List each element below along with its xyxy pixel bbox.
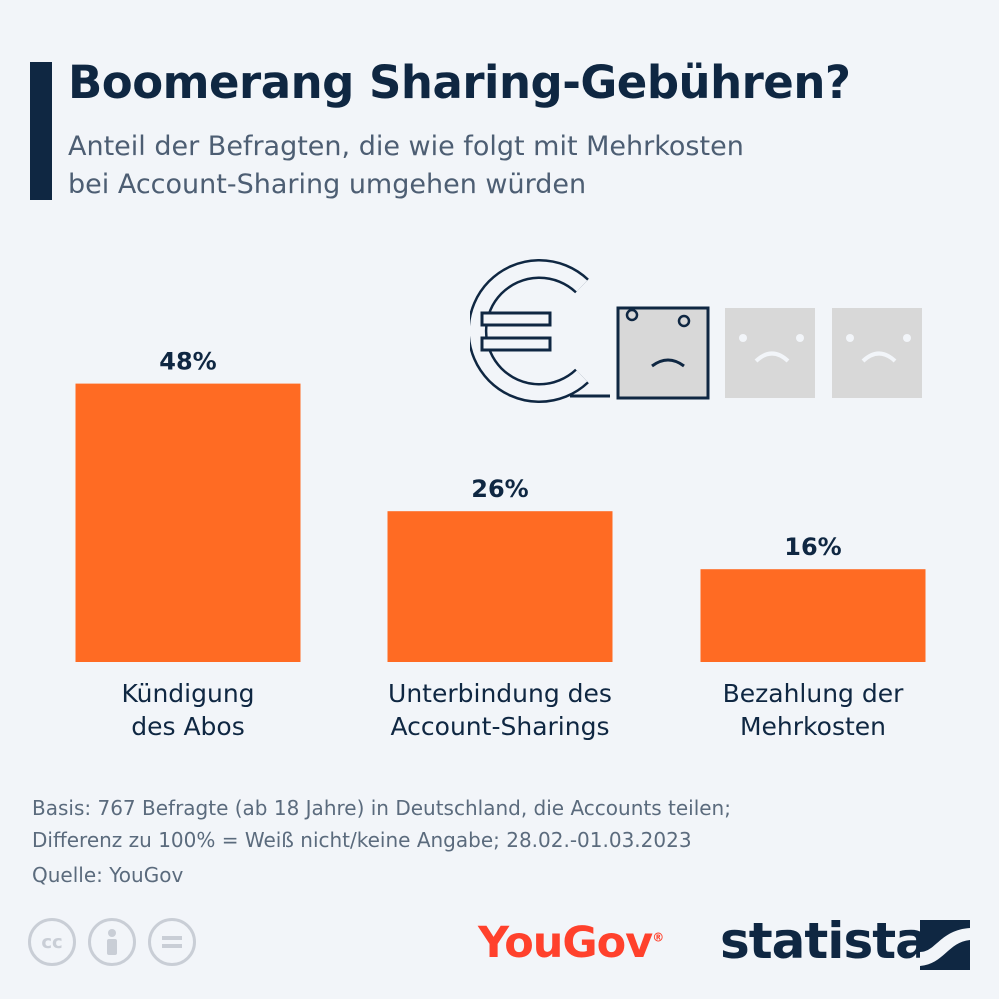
sad-face-icon bbox=[616, 306, 710, 400]
yougov-logo-text: YouGov bbox=[478, 918, 653, 968]
nd-equals-icon[interactable] bbox=[148, 918, 196, 966]
bar-3 bbox=[700, 569, 926, 662]
bar-chart: 48% Kündigung des Abos 26% Unterbindung des A… bbox=[75, 348, 926, 741]
cc-icon[interactable]: cc bbox=[28, 918, 76, 966]
yougov-logo[interactable]: YouGov® bbox=[478, 918, 664, 968]
yougov-trademark: ® bbox=[652, 930, 664, 945]
category-label-2-line-2: Account-Sharings bbox=[391, 712, 610, 741]
category-label-1-line-1: Kündigung bbox=[121, 679, 254, 708]
euro-icon bbox=[470, 259, 610, 403]
chart-title: Boomerang Sharing-Gebühren? bbox=[68, 56, 851, 109]
category-label-1-line-2: des Abos bbox=[131, 712, 245, 741]
footnote-line-2: Differenz zu 100% = Weiß nicht/keine Ang… bbox=[32, 828, 692, 852]
statista-mark-icon bbox=[920, 920, 970, 970]
sad-face-icon bbox=[725, 308, 815, 398]
bar-2 bbox=[387, 511, 613, 662]
category-label-3-line-2: Mehrkosten bbox=[740, 712, 886, 741]
chart-subtitle: Anteil der Befragten, die wie folgt mit … bbox=[68, 128, 888, 204]
statista-logo[interactable]: statista bbox=[720, 912, 929, 970]
subtitle-line-1: Anteil der Befragten, die wie folgt mit … bbox=[68, 131, 744, 162]
data-label-3: 16% bbox=[784, 533, 841, 561]
data-label-1: 48% bbox=[159, 348, 216, 376]
title-accent-bar bbox=[30, 62, 52, 200]
footnote-line-1: Basis: 767 Befragte (ab 18 Jahre) in Deu… bbox=[32, 796, 731, 820]
category-label-3-line-1: Bezahlung der bbox=[723, 679, 905, 708]
subtitle-line-2: bei Account-Sharing umgehen würden bbox=[68, 169, 587, 200]
license-icons: cc bbox=[28, 918, 196, 966]
footnote: Basis: 767 Befragte (ab 18 Jahre) in Deu… bbox=[32, 792, 932, 856]
source-note: Quelle: YouGov bbox=[32, 863, 184, 887]
category-label-2-line-1: Unterbindung des bbox=[388, 679, 612, 708]
bar-1 bbox=[75, 383, 301, 662]
sad-face-icon bbox=[832, 308, 922, 398]
data-label-2: 26% bbox=[471, 475, 528, 503]
illustration bbox=[470, 259, 922, 403]
by-person-icon[interactable] bbox=[88, 918, 136, 966]
